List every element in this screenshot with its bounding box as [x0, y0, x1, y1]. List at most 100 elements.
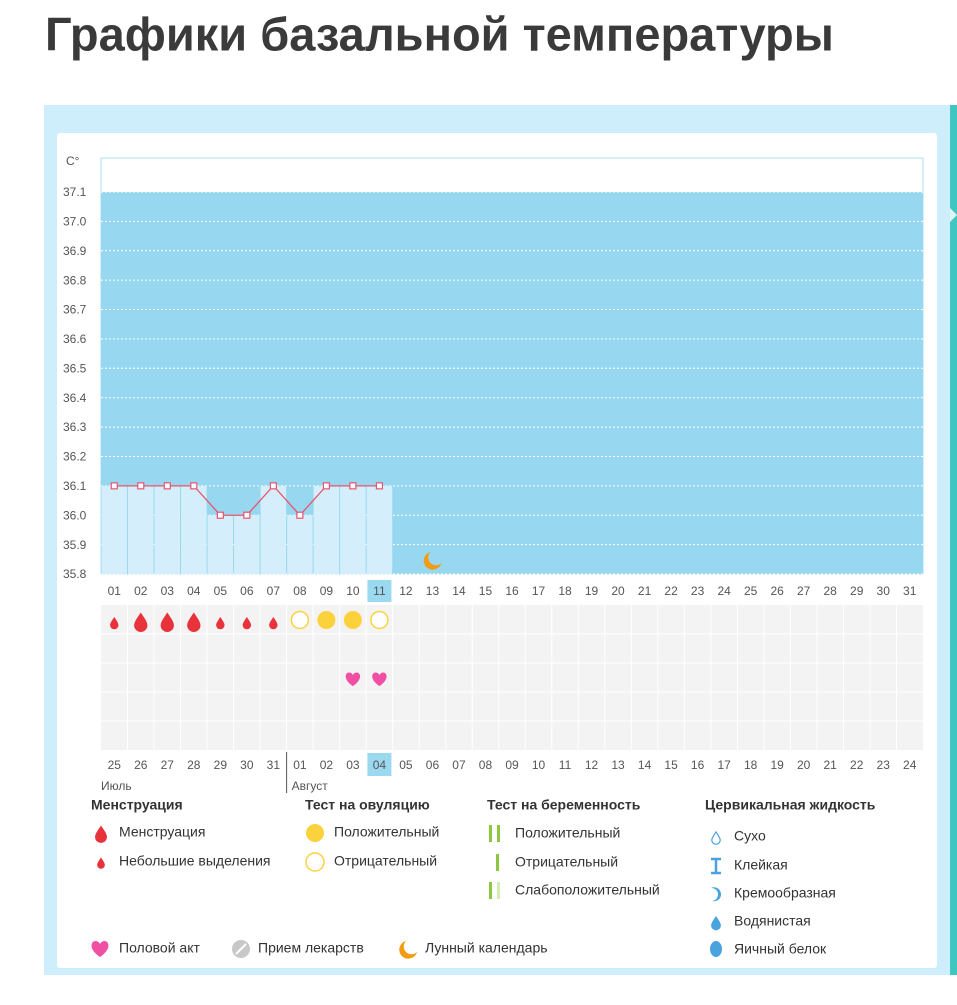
- x-tick-label: 17: [532, 584, 546, 598]
- chart: C° 35.8 35.9 36.0 36.1 36.2 36.3 36.4 36.5 36.6 36…: [63, 154, 923, 793]
- legend-item: Клейкая: [734, 857, 788, 873]
- legend-heading: Менструация: [91, 797, 183, 813]
- spotting-icon: [269, 617, 278, 630]
- bar: [313, 485, 340, 574]
- date-label: 01: [293, 758, 307, 772]
- y-tick-label: 36.9: [63, 244, 87, 258]
- bar: [366, 485, 393, 574]
- date-label: 27: [161, 758, 175, 772]
- point: [349, 482, 357, 490]
- x-tick-label: 16: [505, 584, 519, 598]
- menstruation-icon: [187, 612, 201, 632]
- legend-item: Прием лекарств: [258, 940, 364, 956]
- y-tick-label: 37.0: [63, 215, 87, 229]
- month-label: Август: [292, 779, 329, 793]
- date-label: 21: [824, 758, 838, 772]
- y-tick-label: 36.6: [63, 332, 87, 346]
- page-title: Графики базальной температуры: [45, 7, 834, 60]
- lunar-icon: [423, 552, 442, 570]
- date-label: 30: [240, 758, 254, 772]
- spotting-icon: [242, 617, 252, 630]
- legend-heading: Тест на беременность: [487, 797, 641, 813]
- y-tick-label: 36.7: [63, 303, 87, 317]
- point: [163, 482, 171, 490]
- intercourse-icon: [345, 672, 361, 687]
- month-label: Июль: [101, 779, 132, 793]
- x-tick-label: 30: [877, 584, 891, 598]
- side-arrow: [950, 208, 957, 222]
- x-tick-label: 27: [797, 584, 811, 598]
- y-axis-label: C°: [66, 154, 80, 168]
- legend-item: Отрицательный: [515, 854, 618, 870]
- legend-icon: [97, 857, 105, 869]
- x-tick-label: 31: [903, 584, 917, 598]
- x-tick-label: 05: [214, 584, 228, 598]
- x-tick-label: 01: [108, 584, 122, 598]
- bar: [128, 485, 154, 574]
- x-tick-label: 23: [691, 584, 705, 598]
- bar: [234, 515, 260, 574]
- point: [243, 511, 251, 519]
- menstruation-icon: [134, 612, 148, 632]
- date-label: 24: [903, 758, 917, 772]
- ovulation-positive-icon: [343, 611, 362, 629]
- legend-item: Менструация: [119, 824, 205, 840]
- date-label: 18: [744, 758, 758, 772]
- legend-icon: [710, 941, 722, 957]
- today-highlight: [367, 580, 392, 602]
- point: [269, 482, 277, 490]
- legend-item: Положительный: [334, 824, 439, 840]
- x-tick-label: 26: [770, 584, 784, 598]
- x-tick-label: 07: [267, 584, 281, 598]
- date-label: 12: [585, 758, 599, 772]
- x-tick-label: 22: [664, 584, 678, 598]
- bar: [101, 485, 128, 574]
- date-label: 20: [797, 758, 811, 772]
- legend-item: Слабоположительный: [515, 882, 660, 898]
- y-tick-label: 37.1: [63, 185, 87, 199]
- legend-item: Половой акт: [119, 940, 200, 956]
- point: [190, 482, 198, 490]
- x-tick-label: 12: [399, 584, 413, 598]
- x-tick-label: 09: [320, 584, 334, 598]
- x-tick-label: 02: [134, 584, 148, 598]
- legend-item: Отрицательный: [334, 853, 437, 869]
- event-grid: [101, 605, 923, 750]
- x-tick-label: 08: [293, 584, 307, 598]
- date-label: 19: [770, 758, 784, 772]
- date-label: 15: [664, 758, 678, 772]
- y-tick-label: 36.3: [63, 420, 87, 434]
- x-tick-label: 03: [161, 584, 175, 598]
- y-tick-label: 36.1: [63, 479, 87, 493]
- plot-area: [101, 192, 923, 574]
- x-tick-label: 29: [850, 584, 864, 598]
- legend-icon: [497, 825, 500, 842]
- date-label: 17: [717, 758, 731, 772]
- legend-heading: Цервикальная жидкость: [705, 797, 876, 813]
- legend-item: Положительный: [515, 825, 620, 841]
- date-label: 04: [373, 758, 387, 772]
- spotting-icon: [110, 617, 119, 630]
- date-label: 29: [214, 758, 228, 772]
- date-label: 11: [559, 758, 572, 772]
- legend-item: Яичный белок: [734, 941, 827, 957]
- spotting-icon: [216, 617, 225, 630]
- intercourse-icon: [372, 672, 387, 687]
- x-tick-label: 15: [479, 584, 493, 598]
- x-tick-label: 20: [611, 584, 625, 598]
- bar: [287, 515, 313, 574]
- side-bar: [950, 105, 957, 975]
- point: [216, 511, 224, 519]
- x-tick-label: 21: [638, 584, 652, 598]
- legend-icon: [489, 825, 492, 842]
- y-tick-label: 36.8: [63, 273, 87, 287]
- date-label: 13: [611, 758, 625, 772]
- legend-icon: [235, 943, 247, 955]
- point: [110, 482, 118, 490]
- bar: [181, 485, 207, 574]
- bar: [340, 485, 366, 574]
- x-tick-label: 24: [717, 584, 731, 598]
- legend-icon: [399, 941, 417, 959]
- y-tick-label: 36.4: [63, 391, 87, 405]
